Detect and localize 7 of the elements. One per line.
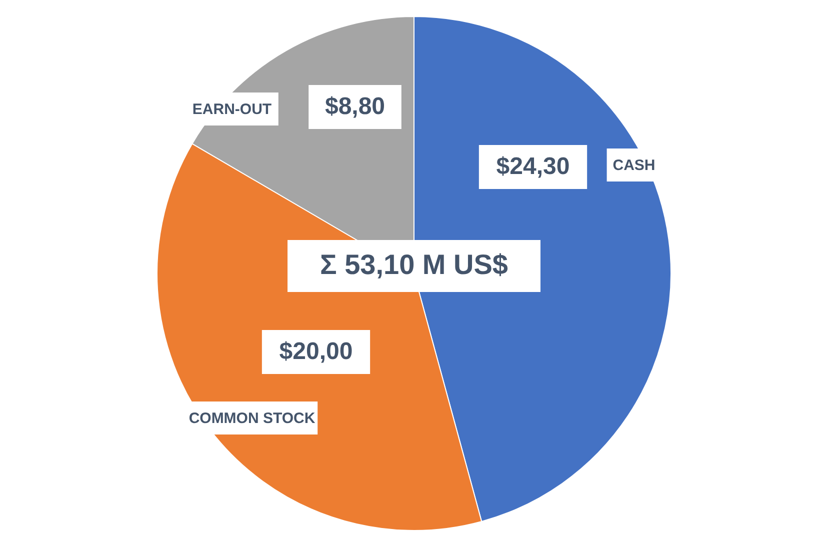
- slice-label: COMMON STOCK: [188, 410, 316, 427]
- data-label: $20,00: [279, 338, 353, 365]
- slice-label: CASH: [612, 157, 656, 174]
- data-label: $24,30: [496, 153, 570, 180]
- data-label: $8,80: [324, 93, 386, 120]
- text: Σ 53,10 M US$: [320, 249, 508, 280]
- slice-label: EARN-OUT: [192, 101, 272, 118]
